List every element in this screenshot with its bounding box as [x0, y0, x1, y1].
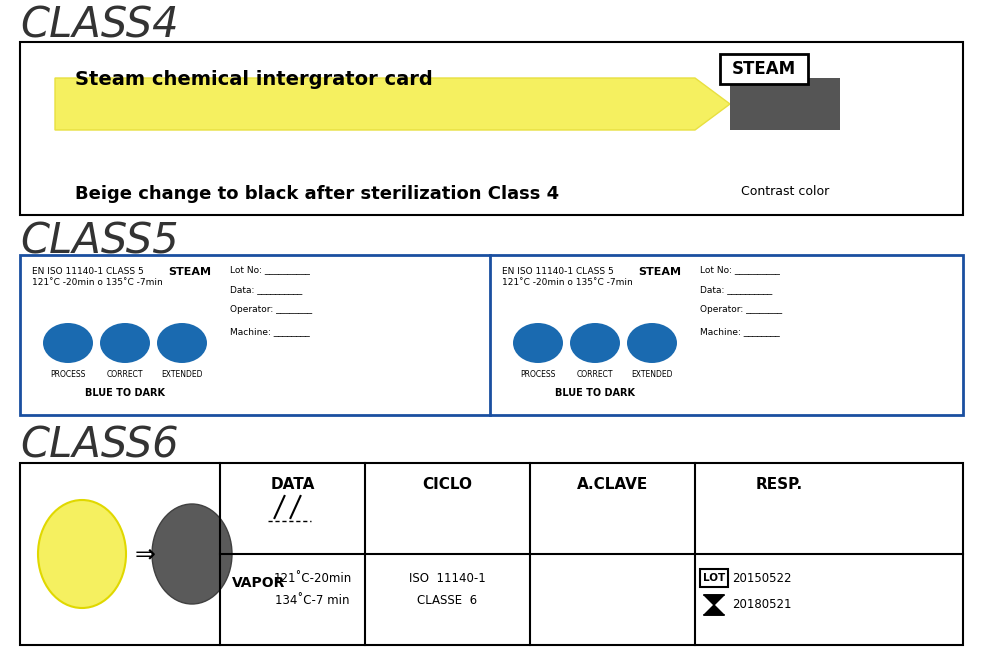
- Text: 121˚C -20min o 135˚C -7min: 121˚C -20min o 135˚C -7min: [502, 278, 633, 287]
- Text: Lot No: __________: Lot No: __________: [700, 265, 780, 274]
- Text: BLUE TO DARK: BLUE TO DARK: [85, 388, 165, 398]
- Text: CLASSE  6: CLASSE 6: [418, 594, 478, 607]
- Text: 121˚C-20min: 121˚C-20min: [273, 572, 352, 585]
- Text: STEAM: STEAM: [168, 267, 211, 277]
- Text: EXTENDED: EXTENDED: [631, 370, 672, 379]
- Polygon shape: [704, 595, 724, 605]
- Text: Operator: ________: Operator: ________: [700, 305, 782, 314]
- Text: PROCESS: PROCESS: [520, 370, 555, 379]
- Text: CICLO: CICLO: [423, 477, 473, 492]
- Text: CLASS5: CLASS5: [20, 220, 179, 262]
- Text: EN ISO 11140-1 CLASS 5: EN ISO 11140-1 CLASS 5: [502, 267, 613, 276]
- Text: STEAM: STEAM: [732, 60, 796, 78]
- Text: PROCESS: PROCESS: [50, 370, 86, 379]
- Ellipse shape: [157, 323, 207, 363]
- Ellipse shape: [570, 323, 620, 363]
- Polygon shape: [704, 605, 724, 615]
- Text: Machine: ________: Machine: ________: [700, 327, 780, 336]
- Text: Data: __________: Data: __________: [230, 285, 302, 294]
- Text: CORRECT: CORRECT: [107, 370, 144, 379]
- Text: VAPOR: VAPOR: [232, 576, 285, 590]
- Text: STEAM: STEAM: [638, 267, 681, 277]
- Text: Operator: ________: Operator: ________: [230, 305, 313, 314]
- Bar: [20, 42, 963, 215]
- Text: Lot No: __________: Lot No: __________: [230, 265, 310, 274]
- Text: ⇒: ⇒: [135, 542, 155, 566]
- Text: 20150522: 20150522: [732, 572, 791, 585]
- Ellipse shape: [627, 323, 677, 363]
- Bar: [700, 569, 728, 587]
- Text: EN ISO 11140-1 CLASS 5: EN ISO 11140-1 CLASS 5: [32, 267, 144, 276]
- Text: RESP.: RESP.: [756, 477, 802, 492]
- Text: Contrast color: Contrast color: [741, 185, 829, 198]
- Text: EXTENDED: EXTENDED: [161, 370, 202, 379]
- Bar: [730, 78, 840, 130]
- Bar: [20, 463, 963, 645]
- Text: Steam chemical intergrator card: Steam chemical intergrator card: [75, 70, 433, 89]
- Ellipse shape: [38, 500, 126, 608]
- Text: CLASS4: CLASS4: [20, 5, 179, 47]
- Bar: [720, 54, 808, 84]
- Ellipse shape: [513, 323, 563, 363]
- Text: BLUE TO DARK: BLUE TO DARK: [555, 388, 635, 398]
- Text: 121˚C -20min o 135˚C -7min: 121˚C -20min o 135˚C -7min: [32, 278, 163, 287]
- Ellipse shape: [43, 323, 93, 363]
- Ellipse shape: [152, 504, 232, 604]
- Text: DATA: DATA: [270, 477, 315, 492]
- Text: ISO  11140-1: ISO 11140-1: [409, 572, 486, 585]
- Text: Data: __________: Data: __________: [700, 285, 773, 294]
- Text: CLASS6: CLASS6: [20, 425, 179, 467]
- Text: 134˚C-7 min: 134˚C-7 min: [275, 594, 350, 607]
- Text: A.CLAVE: A.CLAVE: [577, 477, 648, 492]
- Ellipse shape: [100, 323, 150, 363]
- Bar: [20, 255, 963, 415]
- Text: Beige change to black after sterilization Class 4: Beige change to black after sterilizatio…: [75, 185, 559, 203]
- Polygon shape: [55, 78, 730, 130]
- Text: CORRECT: CORRECT: [577, 370, 613, 379]
- Text: Machine: ________: Machine: ________: [230, 327, 310, 336]
- Text: 20180521: 20180521: [732, 598, 791, 611]
- Text: LOT: LOT: [703, 573, 725, 583]
